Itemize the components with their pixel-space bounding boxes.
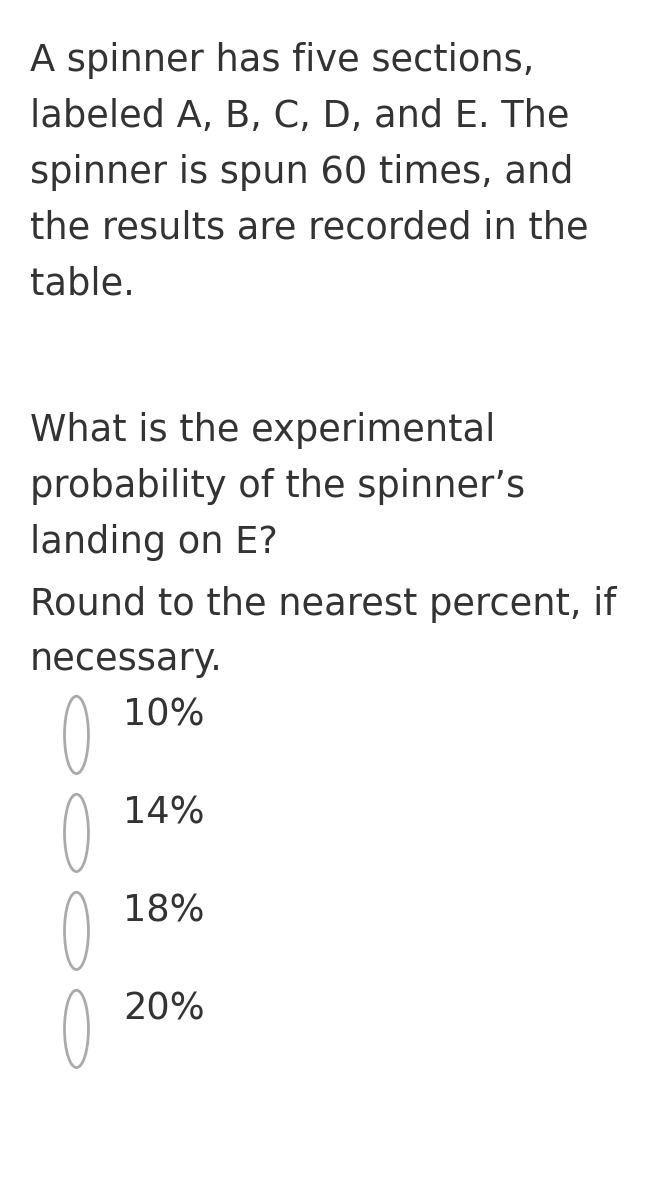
- Text: 10%: 10%: [123, 697, 205, 734]
- Text: A spinner has five sections,
labeled A, B, C, D, and E. The
spinner is spun 60 t: A spinner has five sections, labeled A, …: [30, 42, 589, 302]
- Text: 20%: 20%: [123, 991, 205, 1028]
- Text: 18%: 18%: [123, 893, 205, 930]
- Text: What is the experimental
probability of the spinner’s
landing on E?: What is the experimental probability of …: [30, 412, 525, 560]
- Text: Round to the nearest percent, if
necessary.: Round to the nearest percent, if necessa…: [30, 586, 616, 679]
- Text: 14%: 14%: [123, 795, 205, 832]
